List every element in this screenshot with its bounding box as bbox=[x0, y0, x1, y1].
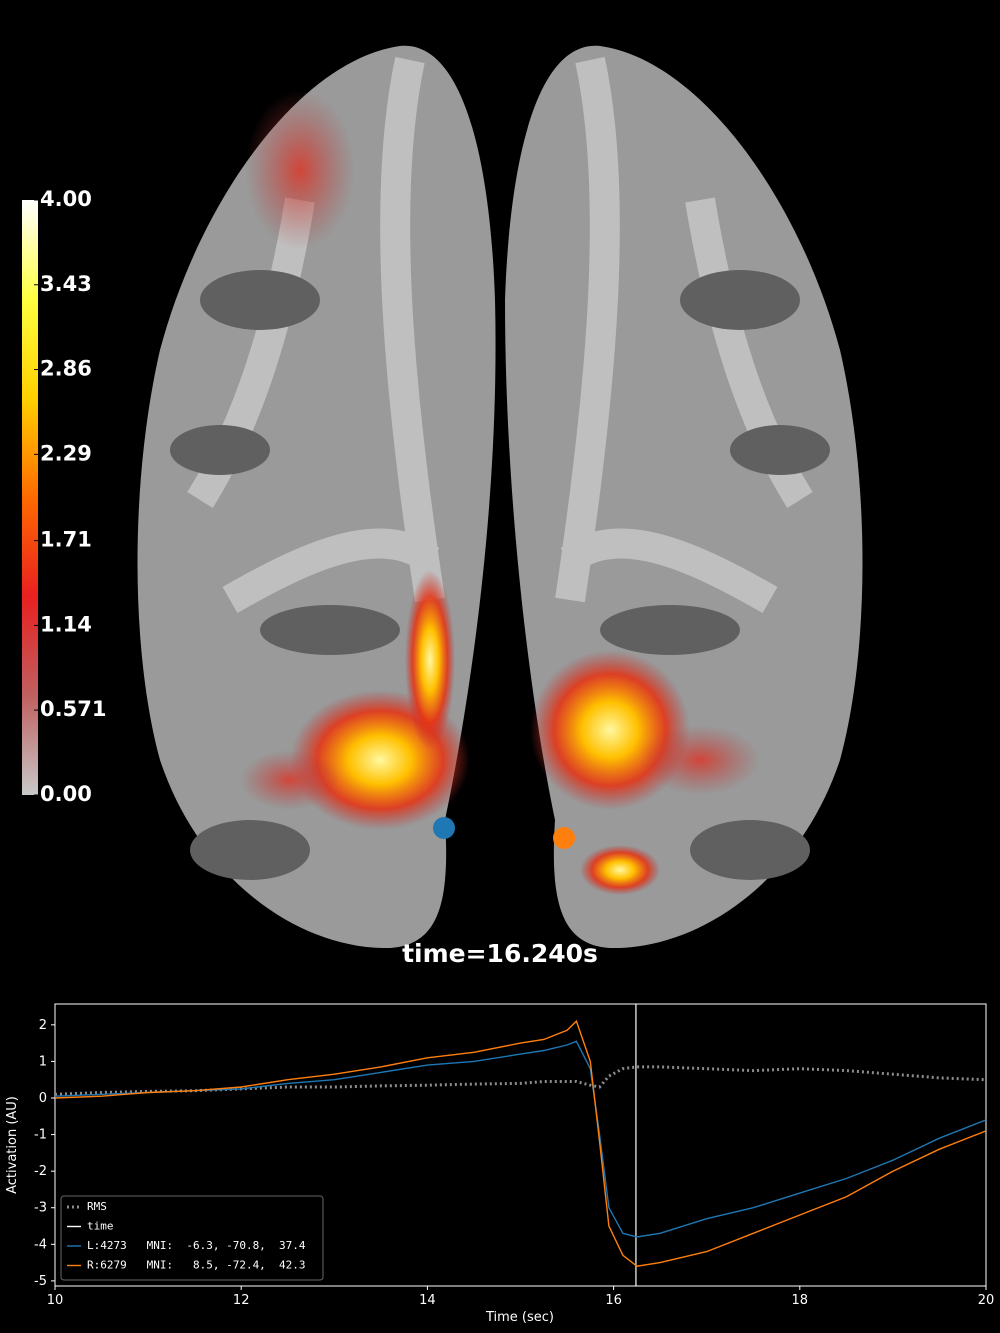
legend-label: RMS bbox=[87, 1200, 107, 1213]
series-line bbox=[55, 1019, 986, 1267]
legend-label: time bbox=[87, 1220, 114, 1233]
series-line bbox=[55, 1040, 986, 1238]
colorbar-tick-label: 3.43 bbox=[40, 272, 92, 296]
y-tick-label: -5 bbox=[34, 1274, 47, 1289]
x-tick-label: 14 bbox=[419, 1293, 436, 1308]
colorbar-tick-label: 1.71 bbox=[40, 528, 92, 552]
brain-left bbox=[137, 45, 496, 949]
x-tick-label: 20 bbox=[978, 1293, 995, 1308]
brain-right bbox=[505, 45, 863, 949]
series-line bbox=[55, 1065, 986, 1096]
y-tick-label: -1 bbox=[34, 1128, 47, 1143]
y-tick-label: -2 bbox=[34, 1164, 47, 1179]
colorbar bbox=[22, 200, 38, 795]
y-tick-label: 2 bbox=[39, 1018, 47, 1033]
x-tick-label: 18 bbox=[792, 1293, 809, 1308]
colorbar-tick-label: 1.14 bbox=[40, 612, 92, 636]
x-tick-label: 16 bbox=[605, 1293, 622, 1308]
colorbar-tick-label: 0.571 bbox=[40, 697, 106, 721]
colorbar-tick-label: 0.00 bbox=[40, 782, 92, 806]
y-axis-label: Activation (AU) bbox=[5, 1096, 20, 1194]
x-axis-label: Time (sec) bbox=[485, 1310, 554, 1325]
colorbar-tick-label: 2.86 bbox=[40, 357, 92, 381]
x-tick-label: 10 bbox=[47, 1293, 64, 1308]
y-tick-label: -3 bbox=[34, 1201, 47, 1216]
x-tick-label: 12 bbox=[233, 1293, 250, 1308]
time-label: time=16.240s bbox=[402, 939, 598, 968]
legend-box bbox=[60, 1195, 324, 1281]
y-tick-label: 0 bbox=[39, 1091, 47, 1106]
y-tick-label: 1 bbox=[39, 1054, 47, 1069]
colorbar-tick-label: 2.29 bbox=[40, 441, 92, 465]
y-tick-label: -4 bbox=[34, 1237, 47, 1252]
colorbar-tick-label: 4.00 bbox=[40, 187, 92, 211]
legend-label: R:6279 MNI: 8.5, -72.4, 42.3 bbox=[87, 1259, 306, 1272]
legend-label: L:4273 MNI: -6.3, -70.8, 37.4 bbox=[87, 1239, 306, 1252]
